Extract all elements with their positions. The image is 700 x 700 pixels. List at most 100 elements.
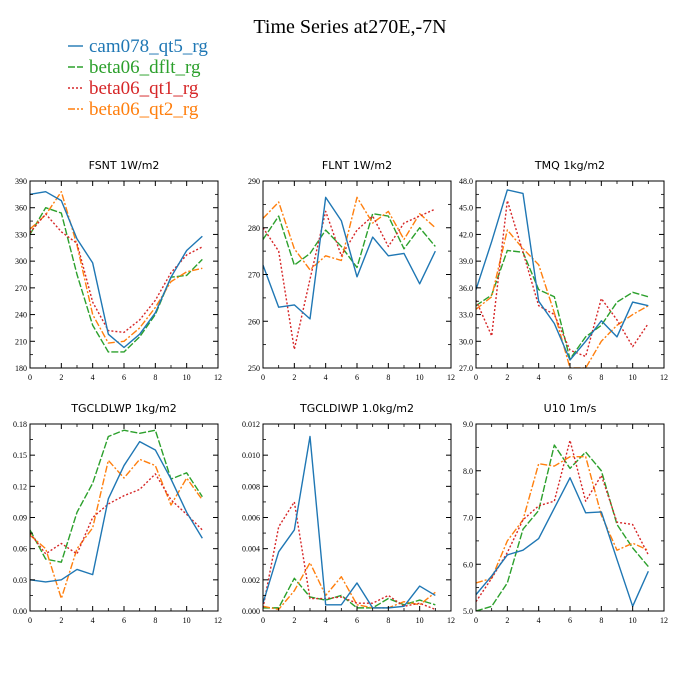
x-tick-label: 12 bbox=[447, 616, 455, 625]
y-tick-label: 0.15 bbox=[13, 451, 27, 460]
series-line-beta06_qt1_rg bbox=[476, 439, 649, 603]
chart-panels: FSNT 1W/m20 2 4 6 8 10 12180210240270300330360… bbox=[13, 159, 668, 625]
y-tick-label: 0.06 bbox=[13, 545, 27, 554]
legend: cam078_qt5_rgbeta06_dflt_rgbeta06_qt1_rg… bbox=[68, 36, 208, 120]
x-tick-label: 4 bbox=[91, 616, 95, 625]
chart-panel: TMQ 1kg/m2 0 2 4 6 8 10 12 27.0 30.0 33.0 36.0 39.0 4… bbox=[459, 159, 668, 382]
x-tick-label: 12 bbox=[447, 373, 455, 382]
series-line-beta06_qt1_rg bbox=[476, 199, 649, 358]
x-tick-label: 0 bbox=[474, 373, 478, 382]
x-tick-label: 10 bbox=[629, 616, 637, 625]
y-tick-label: 5.0 bbox=[463, 607, 473, 616]
y-tick-label: 270 bbox=[15, 284, 27, 293]
series-line-beta06_qt1_rg bbox=[30, 213, 203, 334]
series-line-beta06_qt2_rg bbox=[476, 456, 649, 584]
x-tick-label: 2 bbox=[59, 373, 63, 382]
legend-entry: beta06_dflt_rg bbox=[89, 57, 201, 78]
y-tick-label: 270 bbox=[248, 271, 260, 280]
series-line-cam078_qt5_rg bbox=[263, 435, 436, 609]
series-line-beta06_qt1_rg bbox=[263, 501, 436, 611]
panel-title: FSNT 1W/m2 bbox=[89, 159, 160, 172]
x-tick-label: 8 bbox=[153, 373, 157, 382]
x-tick-label: 8 bbox=[153, 616, 157, 625]
x-tick-label: 4 bbox=[537, 616, 541, 625]
x-tick-label: 0 bbox=[28, 373, 32, 382]
x-tick-label: 6 bbox=[568, 373, 572, 382]
panel-title: U10 1m/s bbox=[544, 402, 597, 415]
series-line-beta06_dflt_rg bbox=[30, 207, 203, 353]
y-tick-label: 0.010 bbox=[242, 451, 260, 460]
series-line-cam078_qt5_rg bbox=[476, 477, 649, 608]
y-tick-label: 36.0 bbox=[459, 284, 473, 293]
chart-panel: U10 1m/s 0 2 4 6 8 10 12 5.0 6.0 7.0 8.0 9.0 bbox=[463, 402, 668, 625]
x-tick-label: 0 bbox=[28, 616, 32, 625]
x-tick-label: 10 bbox=[629, 373, 637, 382]
series-line-cam078_qt5_rg bbox=[476, 189, 649, 361]
series-line-beta06_qt1_rg bbox=[263, 208, 436, 350]
y-tick-label: 45.0 bbox=[459, 204, 473, 213]
series-line-beta06_dflt_rg bbox=[476, 444, 649, 611]
x-tick-label: 2 bbox=[59, 616, 63, 625]
y-tick-label: 0.006 bbox=[242, 514, 260, 523]
x-tick-label: 4 bbox=[91, 373, 95, 382]
x-tick-label: 6 bbox=[568, 616, 572, 625]
figure-title: Time Series at270E,-7N bbox=[253, 16, 446, 38]
y-tick-label: 0.09 bbox=[13, 514, 27, 523]
x-tick-label: 8 bbox=[599, 616, 603, 625]
x-tick-label: 12 bbox=[214, 616, 222, 625]
chart-panel: FSNT 1W/m2 0 2 4 6 8 10 12 180 210 240 270 300 330 360… bbox=[15, 159, 222, 382]
x-tick-label: 8 bbox=[386, 616, 390, 625]
x-tick-label: 10 bbox=[183, 616, 191, 625]
x-tick-label: 4 bbox=[537, 373, 541, 382]
y-tick-label: 42.0 bbox=[459, 230, 473, 239]
y-tick-label: 0.18 bbox=[13, 420, 27, 429]
panel-title: TGCLDLWP 1kg/m2 bbox=[70, 402, 176, 415]
chart-panel: FLNT 1W/m2 0 2 4 6 8 10 12 250 260 270 280 290 bbox=[248, 159, 455, 382]
x-tick-label: 2 bbox=[505, 373, 509, 382]
series-line-beta06_qt2_rg bbox=[30, 458, 203, 600]
x-tick-label: 2 bbox=[292, 616, 296, 625]
x-tick-label: 6 bbox=[355, 616, 359, 625]
series-line-cam078_qt5_rg bbox=[263, 196, 436, 320]
x-tick-label: 6 bbox=[355, 373, 359, 382]
legend-entry: cam078_qt5_rg bbox=[89, 36, 208, 57]
x-tick-label: 12 bbox=[214, 373, 222, 382]
x-tick-label: 6 bbox=[122, 373, 126, 382]
x-tick-label: 10 bbox=[183, 373, 191, 382]
y-tick-label: 180 bbox=[15, 364, 27, 373]
x-tick-label: 8 bbox=[386, 373, 390, 382]
y-tick-label: 27.0 bbox=[459, 364, 473, 373]
x-tick-label: 4 bbox=[324, 373, 328, 382]
y-tick-label: 8.0 bbox=[463, 467, 473, 476]
x-tick-label: 4 bbox=[324, 616, 328, 625]
y-tick-label: 7.0 bbox=[463, 514, 473, 523]
x-tick-label: 8 bbox=[599, 373, 603, 382]
series-line-cam078_qt5_rg bbox=[30, 440, 203, 583]
series-line-beta06_dflt_rg bbox=[476, 249, 649, 360]
x-tick-label: 2 bbox=[292, 373, 296, 382]
legend-entry: beta06_qt2_rg bbox=[89, 99, 199, 120]
series-line-beta06_qt2_rg bbox=[30, 190, 203, 344]
y-tick-label: 33.0 bbox=[459, 311, 473, 320]
y-tick-label: 0.004 bbox=[242, 545, 260, 554]
y-tick-label: 0.012 bbox=[242, 420, 260, 429]
y-tick-label: 0.03 bbox=[13, 576, 27, 585]
plot-frame bbox=[475, 423, 665, 612]
plot-frame bbox=[475, 180, 665, 369]
series-line-beta06_dflt_rg bbox=[263, 213, 436, 269]
y-tick-label: 6.0 bbox=[463, 560, 473, 569]
series-line-beta06_qt2_rg bbox=[263, 561, 436, 611]
chart-panel: TGCLDIWP 1.0kg/m2 0 2 4 6 8 10 12 0.000 0.002 0.00… bbox=[242, 402, 455, 625]
x-tick-label: 12 bbox=[660, 373, 668, 382]
y-tick-label: 330 bbox=[15, 230, 27, 239]
y-tick-label: 300 bbox=[15, 257, 27, 266]
y-tick-label: 39.0 bbox=[459, 257, 473, 266]
chart-panel: TGCLDLWP 1kg/m2 0 2 4 6 8 10 12 0.00 0.03 0.06 0.09… bbox=[13, 402, 222, 625]
x-tick-label: 0 bbox=[474, 616, 478, 625]
y-tick-label: 260 bbox=[248, 317, 260, 326]
x-tick-label: 0 bbox=[261, 373, 265, 382]
y-tick-label: 240 bbox=[15, 311, 27, 320]
y-tick-label: 0.12 bbox=[13, 482, 27, 491]
y-tick-label: 48.0 bbox=[459, 177, 473, 186]
